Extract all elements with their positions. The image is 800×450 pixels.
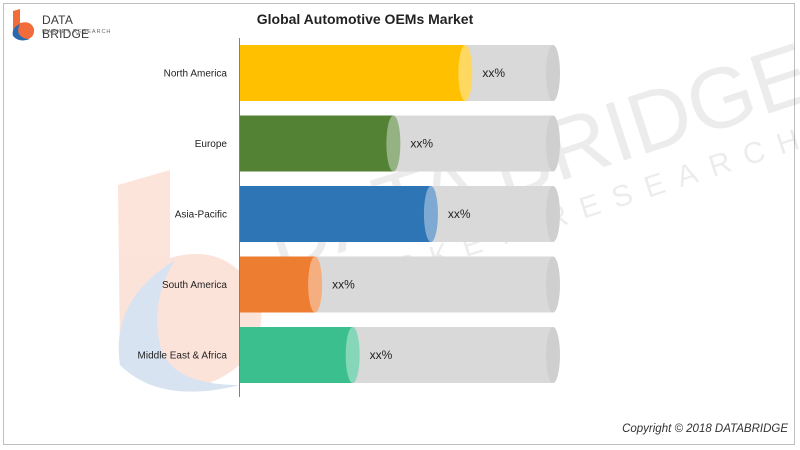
bar-end-cap <box>345 327 360 383</box>
bar-end-cap <box>308 256 323 313</box>
bar-track-cap <box>546 327 560 383</box>
bar-track-cap <box>546 186 560 242</box>
copyright-text: Copyright © 2018 DATABRIDGE <box>622 423 788 435</box>
bar <box>240 186 431 242</box>
bar <box>240 115 394 172</box>
bar <box>240 256 316 313</box>
bar-end-cap <box>423 186 438 242</box>
data-label: xx% <box>370 348 393 362</box>
logo-mark-icon <box>12 9 35 41</box>
logo-name: DATA BRIDGE <box>42 13 90 41</box>
category-label: North America <box>164 69 228 80</box>
bar-end-cap <box>458 45 473 101</box>
category-label: Middle East & Africa <box>138 351 228 362</box>
bar-end-cap <box>386 115 401 172</box>
chart-frame <box>3 3 795 445</box>
data-label: xx% <box>410 137 433 151</box>
category-label: South America <box>162 280 227 291</box>
bar-track-cap <box>546 45 560 101</box>
bar <box>240 327 353 383</box>
watermark-logo-swoosh <box>118 260 240 392</box>
brand-logo: DATA BRIDGE MARKET RESEARCH <box>9 8 119 42</box>
category-label: Asia-Pacific <box>175 210 227 221</box>
watermark-logo-b <box>118 170 262 388</box>
bar <box>240 45 466 101</box>
chart-title: Global Automotive OEMs Market <box>256 11 474 27</box>
data-label: xx% <box>448 207 471 221</box>
category-label: Europe <box>195 139 228 150</box>
bar-track-cap <box>546 256 560 313</box>
logo-tagline: MARKET RESEARCH <box>42 29 112 35</box>
data-label: xx% <box>332 278 355 292</box>
bar-track-cap <box>546 115 560 172</box>
data-label: xx% <box>482 66 505 80</box>
